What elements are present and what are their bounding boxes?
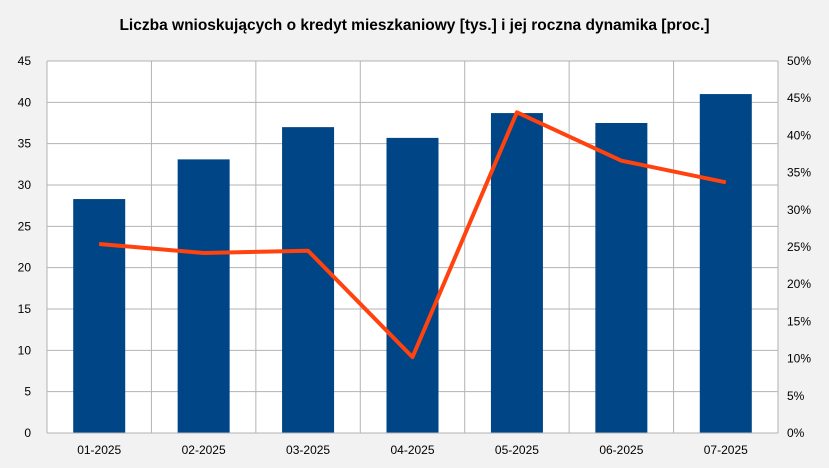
y2-tick-label: 30% xyxy=(787,203,811,217)
chart-title: Liczba wnioskujących o kredyt mieszkanio… xyxy=(119,17,710,34)
y-tick-label: 35 xyxy=(18,137,32,151)
y2-tick-label: 35% xyxy=(787,166,811,180)
y2-tick-label: 15% xyxy=(787,314,811,328)
y-tick-label: 0 xyxy=(24,426,31,440)
line-series xyxy=(98,110,727,360)
y-tick-label: 15 xyxy=(18,302,32,316)
line-point xyxy=(516,111,518,113)
y2-tick-label: 10% xyxy=(787,352,811,366)
y-tick-label: 25 xyxy=(18,219,32,233)
bar xyxy=(490,113,543,433)
bar xyxy=(595,123,648,433)
y-tick-label: 20 xyxy=(18,261,32,275)
line-point xyxy=(620,160,622,162)
x-tick-label: 01-2025 xyxy=(77,443,121,457)
y-tick-label: 45 xyxy=(18,54,32,68)
x-tick-label: 03-2025 xyxy=(286,443,330,457)
tick-labels: 0 5 10 15 20 25 30 35 40 45 0% 5% 10% 15% 20% 25% 30% 35%… xyxy=(18,54,812,457)
x-tick-label: 05-2025 xyxy=(495,443,539,457)
y2-tick-label: 0% xyxy=(787,426,805,440)
x-tick-label: 07-2025 xyxy=(704,443,748,457)
y-tick-label: 40 xyxy=(18,95,32,109)
line-point xyxy=(412,356,413,358)
y2-tick-label: 50% xyxy=(787,54,811,68)
line-point xyxy=(307,250,309,252)
y-tick-label: 30 xyxy=(18,178,32,192)
x-tick-label: 02-2025 xyxy=(182,443,226,457)
y2-tick-label: 40% xyxy=(787,128,811,142)
y2-tick-label: 5% xyxy=(787,389,805,403)
y2-tick-label: 25% xyxy=(787,240,811,254)
y-tick-label: 10 xyxy=(18,343,32,357)
line-point xyxy=(203,252,205,254)
bar xyxy=(699,94,752,434)
y-tick-label: 5 xyxy=(24,385,31,399)
bar xyxy=(386,137,439,433)
bar xyxy=(73,199,126,433)
y2-tick-label: 20% xyxy=(787,277,811,291)
y2-tick-label: 45% xyxy=(787,91,811,105)
line-point xyxy=(725,181,727,183)
bar xyxy=(282,127,335,433)
line-point xyxy=(98,243,100,245)
x-tick-label: 04-2025 xyxy=(390,443,434,457)
bar xyxy=(177,159,230,433)
x-tick-label: 06-2025 xyxy=(599,443,643,457)
axes xyxy=(46,61,779,434)
bar-series xyxy=(73,94,752,434)
